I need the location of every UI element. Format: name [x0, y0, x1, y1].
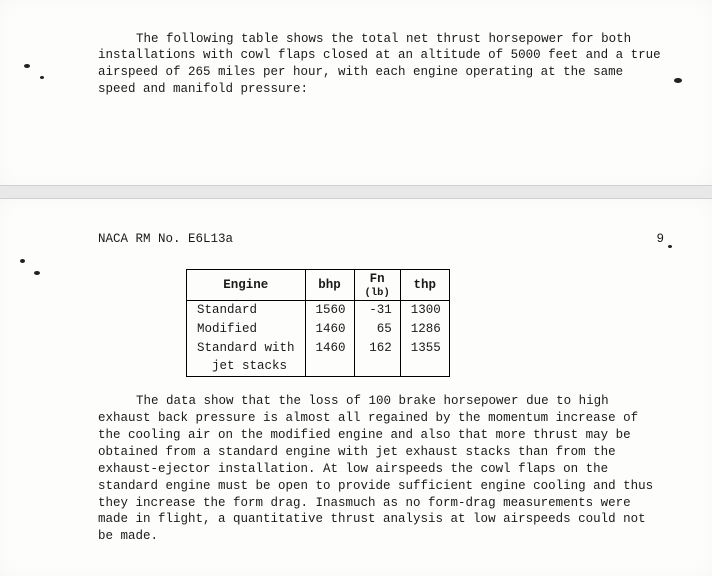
cell-thp: 1286 [400, 320, 449, 339]
cell-engine: Standard with [187, 339, 306, 358]
cell-engine: Standard [187, 300, 306, 319]
table-header-row: Engine bhp Fn (lb) thp [187, 270, 450, 300]
cell-thp: 1300 [400, 300, 449, 319]
col-thp: thp [400, 270, 449, 300]
cell-fn [354, 357, 400, 376]
cell-bhp: 1460 [305, 320, 354, 339]
col-bhp: bhp [305, 270, 354, 300]
col-fn-symbol: Fn [370, 272, 385, 286]
col-fn: Fn (lb) [354, 270, 400, 300]
report-id: NACA RM No. E6L13a [98, 231, 233, 248]
cell-fn: 162 [354, 339, 400, 358]
page-upper: The following table shows the total net … [0, 0, 712, 185]
cell-fn: 65 [354, 320, 400, 339]
cell-thp: 1355 [400, 339, 449, 358]
cell-fn: -31 [354, 300, 400, 319]
table-row: Modified 1460 65 1286 [187, 320, 450, 339]
thrust-table: Engine bhp Fn (lb) thp Standard 1560 -31… [186, 269, 450, 377]
cell-thp [400, 357, 449, 376]
page-gap [0, 185, 712, 199]
intro-paragraph: The following table shows the total net … [98, 31, 664, 99]
cell-engine: jet stacks [187, 357, 306, 376]
page-lower: NACA RM No. E6L13a 9 Engine bhp Fn (lb) … [0, 199, 712, 576]
analysis-paragraph: The data show that the loss of 100 brake… [98, 393, 664, 545]
table-row: Standard 1560 -31 1300 [187, 300, 450, 319]
cell-engine: Modified [187, 320, 306, 339]
cell-bhp: 1560 [305, 300, 354, 319]
table-row: jet stacks [187, 357, 450, 376]
col-fn-unit: (lb) [365, 288, 390, 299]
table-row: Standard with 1460 162 1355 [187, 339, 450, 358]
cell-bhp [305, 357, 354, 376]
page-header: NACA RM No. E6L13a 9 [98, 231, 664, 248]
cell-bhp: 1460 [305, 339, 354, 358]
page-number: 9 [656, 231, 664, 248]
col-engine: Engine [187, 270, 306, 300]
